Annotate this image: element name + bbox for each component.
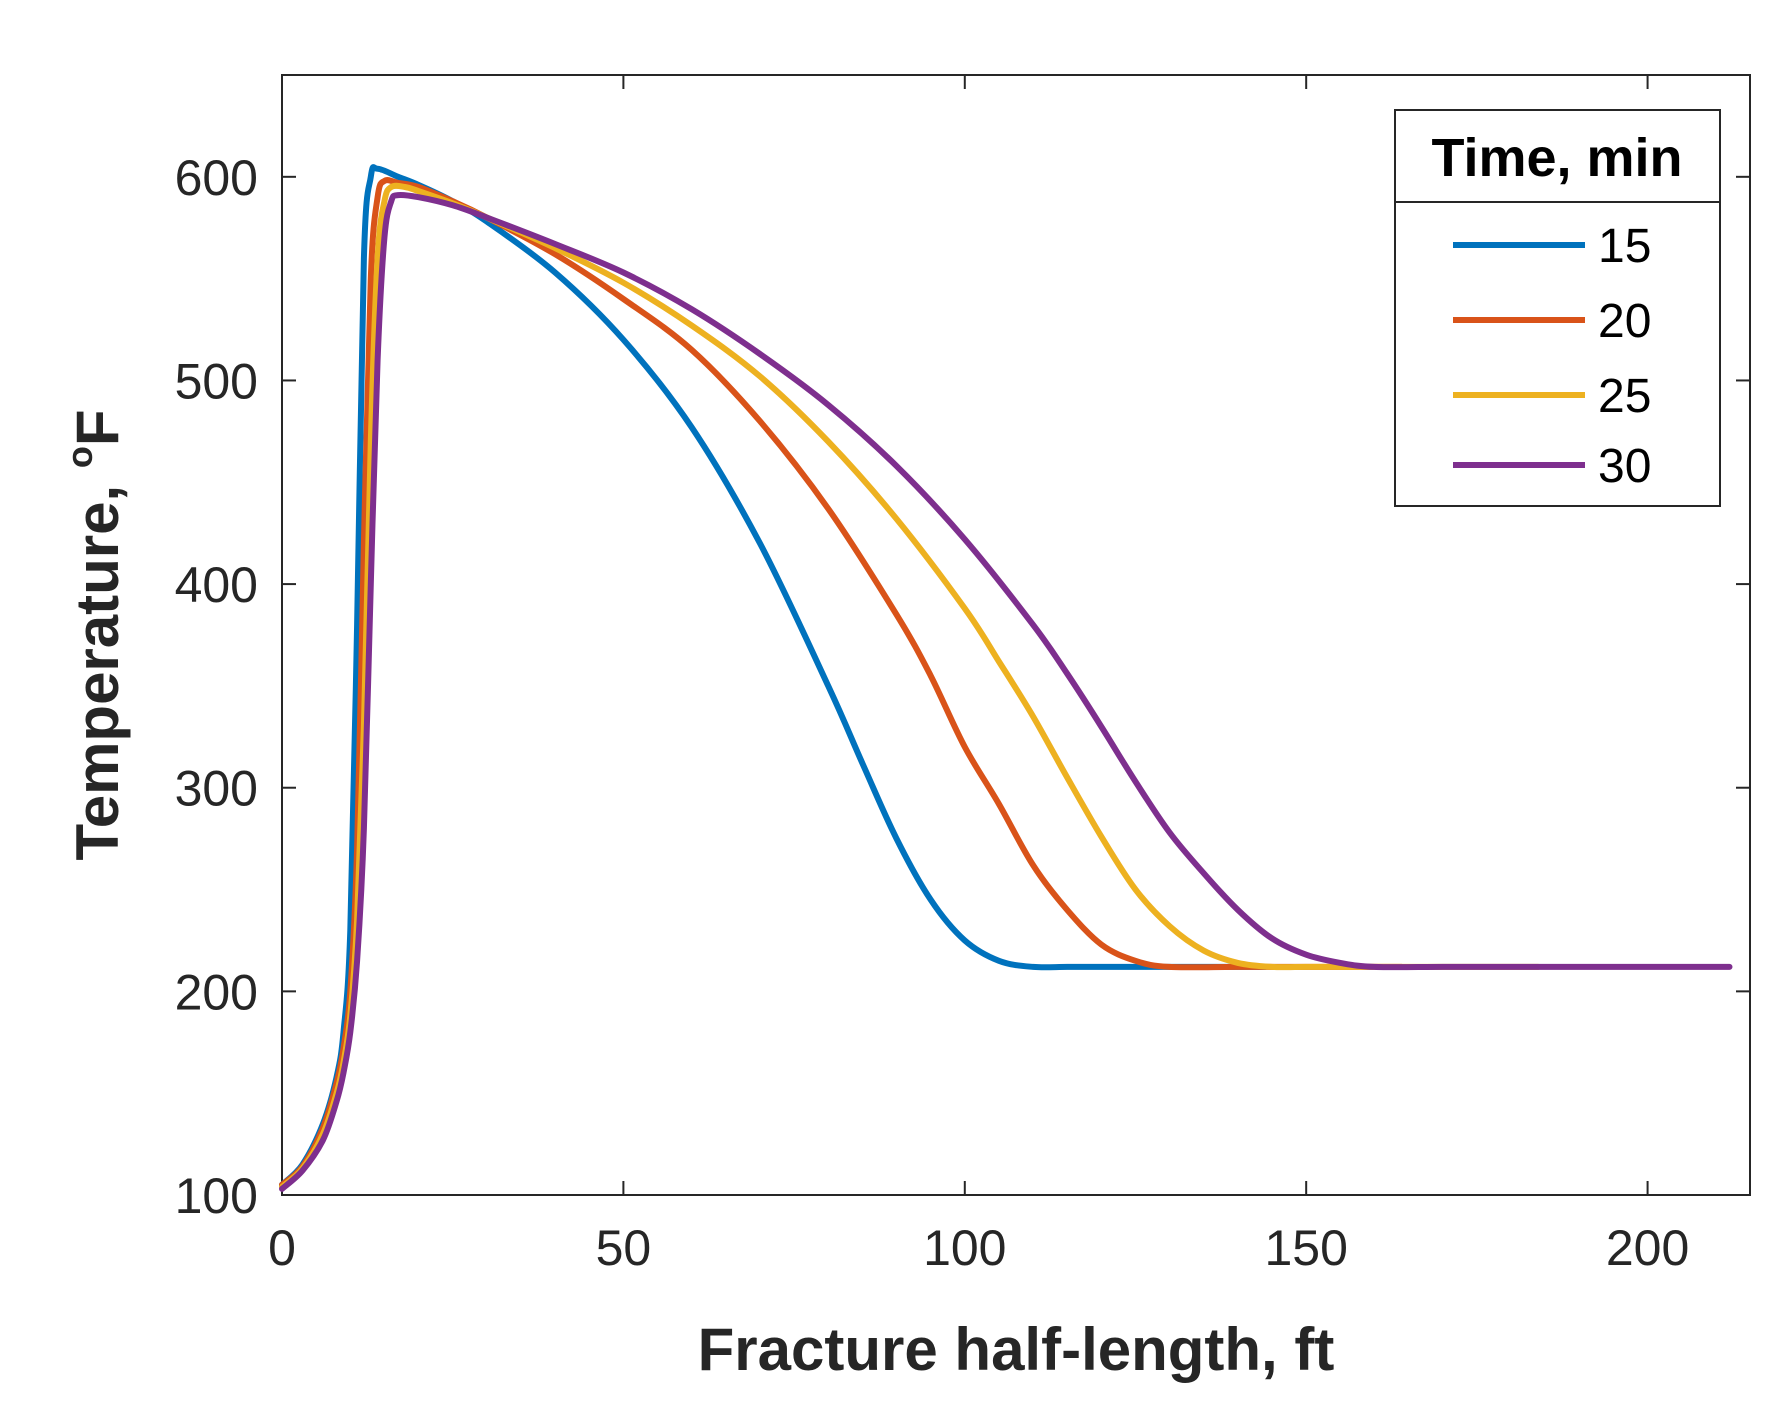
legend-label-30: 30: [1598, 440, 1651, 493]
axis-tick-labels: 0 50 100 150 200 100 200 300 400 500 600: [175, 150, 1690, 1276]
series-line-30: [279, 191, 1733, 1192]
legend: Time, min 15 20 25 30: [1394, 109, 1721, 507]
y-tick-label: 400: [175, 557, 258, 613]
y-tick-label: 500: [175, 353, 258, 409]
x-tick-label: 150: [1264, 1220, 1347, 1276]
legend-label-20: 20: [1598, 295, 1651, 348]
legend-label-25: 25: [1598, 370, 1651, 423]
x-tick-label: 100: [923, 1220, 1006, 1276]
legend-label-15: 15: [1598, 220, 1651, 273]
y-tick-label: 600: [175, 150, 258, 206]
legend-title: Time, min: [1431, 128, 1682, 188]
y-axis-title: Temperature, oF: [59, 410, 131, 861]
y-axis-title-unit: F: [64, 410, 131, 447]
y-axis-title-main: Temperature,: [64, 468, 131, 860]
x-axis-title: Fracture half-length, ft: [698, 1316, 1335, 1383]
x-tick-label: 50: [596, 1220, 652, 1276]
x-tick-label: 200: [1606, 1220, 1689, 1276]
series-line-15: [279, 164, 1269, 1188]
y-tick-label: 200: [175, 964, 258, 1020]
y-axis-title-degree: o: [59, 446, 100, 468]
y-tick-label: 300: [175, 761, 258, 817]
series-lines: [279, 164, 1733, 1192]
y-tick-label: 100: [175, 1168, 258, 1224]
legend-items: 15 20 25 30: [1453, 220, 1651, 493]
x-tick-label: 0: [268, 1220, 296, 1276]
legend-box: [1394, 109, 1721, 507]
